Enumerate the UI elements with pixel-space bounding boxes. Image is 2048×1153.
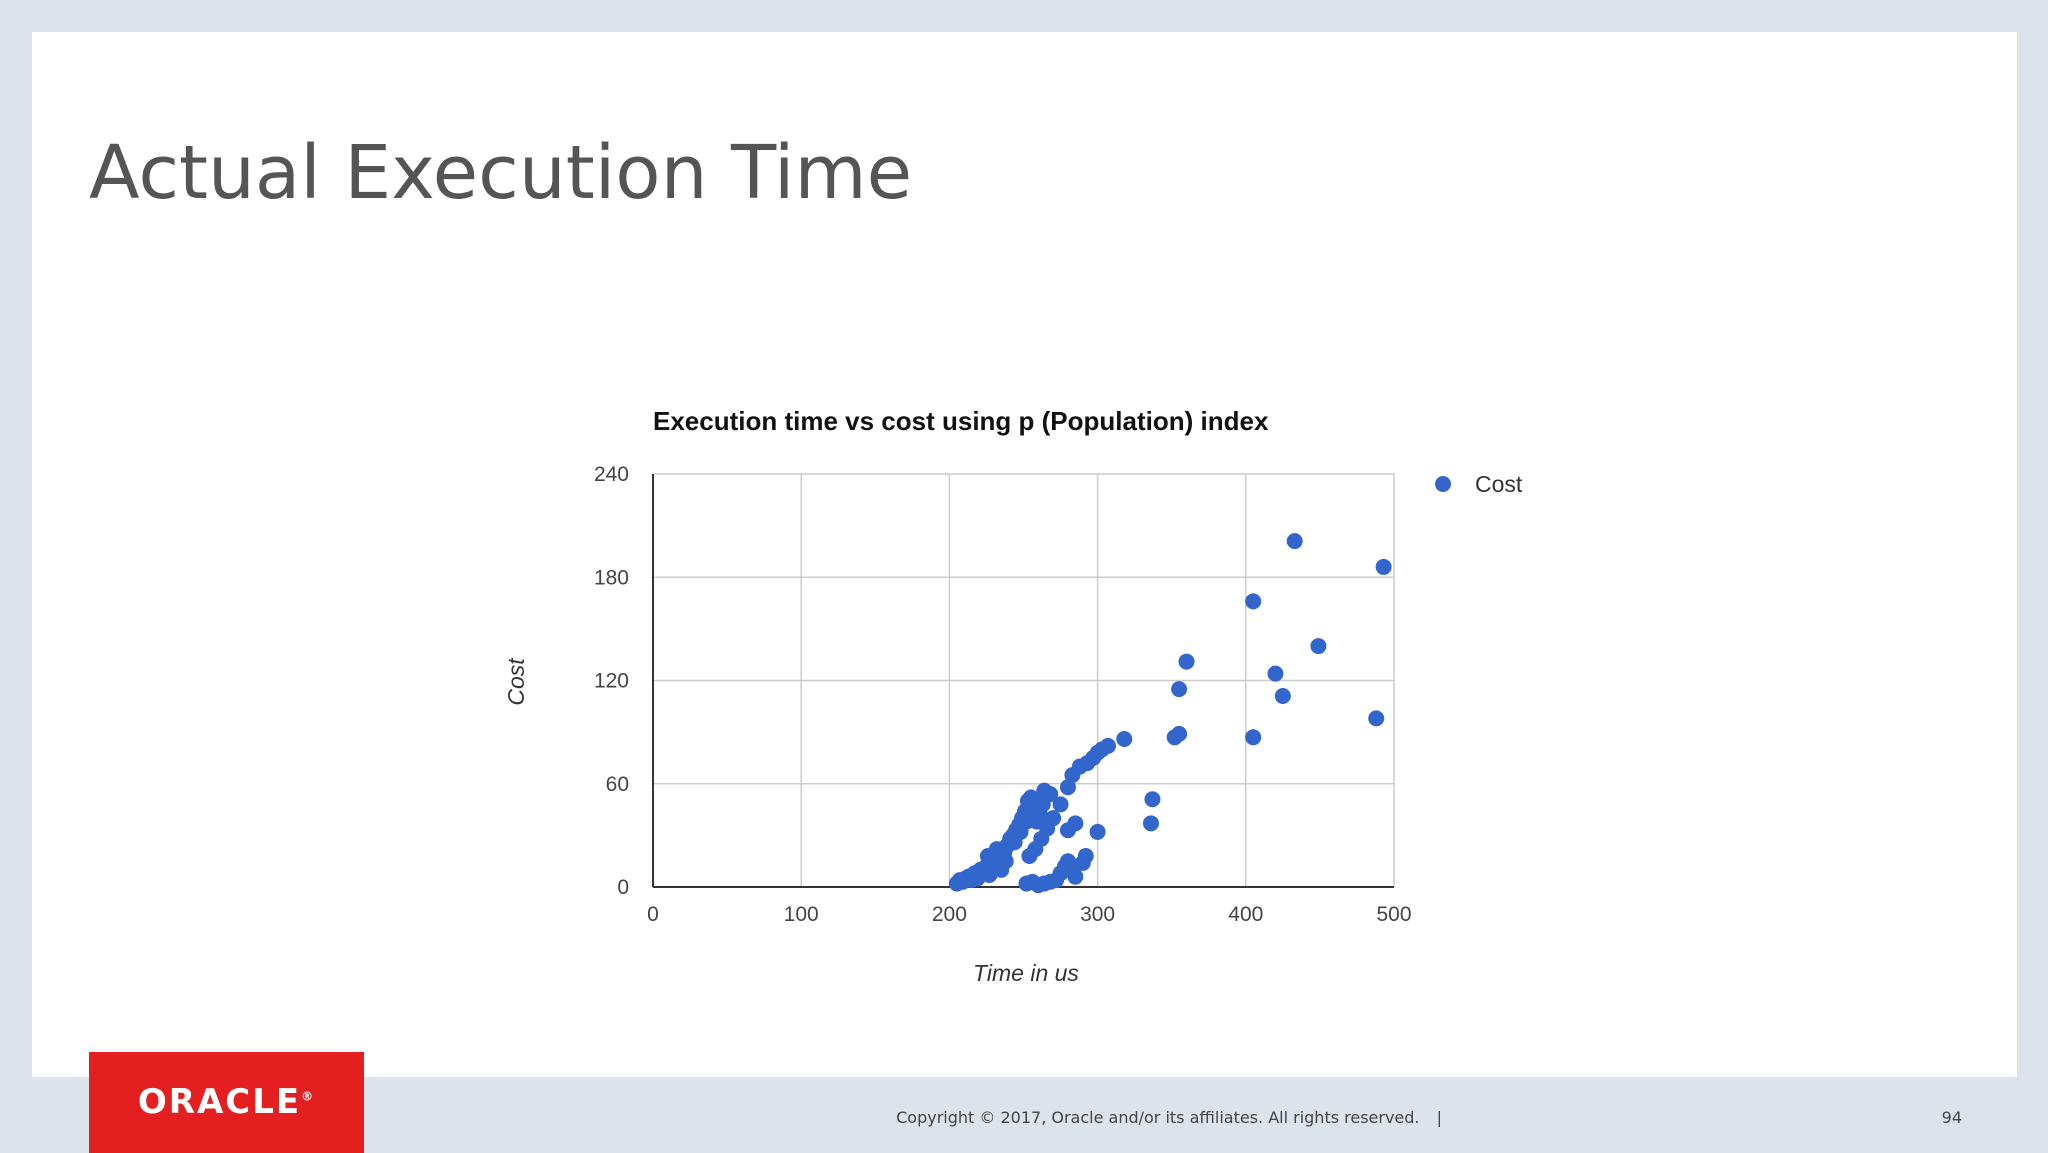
oracle-logo-text: ORACLE — [137, 1082, 302, 1122]
slide-canvas: Actual Execution Time — [32, 32, 2017, 1077]
chart-points — [948, 533, 1392, 894]
data-point — [1067, 815, 1084, 832]
data-point — [1052, 796, 1069, 813]
data-point — [1286, 533, 1303, 550]
x-tick-label: 400 — [1228, 903, 1263, 926]
page-number: 94 — [1941, 1108, 1962, 1127]
data-point — [1144, 791, 1161, 808]
x-axis-label: Time in us — [973, 960, 1079, 986]
data-point — [1099, 737, 1116, 754]
legend-marker — [1435, 476, 1451, 492]
x-tick-label: 200 — [932, 903, 967, 926]
data-point — [1077, 848, 1094, 865]
data-point — [1116, 731, 1133, 748]
oracle-logo: ORACLE® — [89, 1052, 364, 1153]
data-point — [1142, 815, 1159, 832]
data-point — [1042, 786, 1059, 803]
data-point — [1274, 687, 1291, 704]
y-tick-label: 180 — [594, 566, 629, 589]
data-point — [1171, 725, 1188, 742]
data-point — [1067, 868, 1084, 885]
data-point — [1368, 710, 1385, 727]
data-point — [1375, 558, 1392, 575]
x-tick-label: 100 — [784, 903, 819, 926]
copyright-text: Copyright © 2017, Oracle and/or its affi… — [896, 1108, 1420, 1127]
copyright-notice: Copyright © 2017, Oracle and/or its affi… — [896, 1108, 1442, 1127]
data-point — [1245, 593, 1262, 610]
legend-label: Cost — [1475, 471, 1523, 497]
y-tick-label: 240 — [594, 463, 629, 486]
data-point — [997, 853, 1014, 870]
y-axis-label: Cost — [503, 657, 529, 706]
chart-legend: Cost — [1435, 471, 1523, 497]
chart-tick-labels: 0 100 200 300 400 500 0 60 120 180 240 — [594, 463, 1412, 926]
chart-grid — [653, 473, 1395, 887]
data-point — [988, 841, 1005, 858]
x-tick-label: 300 — [1080, 903, 1115, 926]
data-point — [1089, 823, 1106, 840]
data-point — [1245, 729, 1262, 746]
data-point — [1059, 779, 1076, 796]
slide-title: Actual Execution Time — [89, 130, 913, 216]
x-tick-label: 0 — [647, 903, 659, 926]
oracle-logo-registered: ® — [301, 1089, 316, 1104]
data-point — [1267, 665, 1284, 682]
data-point — [1178, 653, 1195, 670]
data-point — [1171, 681, 1188, 698]
copyright-separator: | — [1436, 1108, 1442, 1127]
y-tick-label: 60 — [606, 773, 629, 796]
y-tick-label: 120 — [594, 670, 629, 693]
x-tick-label: 500 — [1376, 903, 1411, 926]
chart-title: Execution time vs cost using p (Populati… — [653, 406, 1269, 436]
y-tick-label: 0 — [617, 876, 629, 899]
data-point — [1310, 638, 1327, 655]
data-point — [1045, 810, 1062, 827]
